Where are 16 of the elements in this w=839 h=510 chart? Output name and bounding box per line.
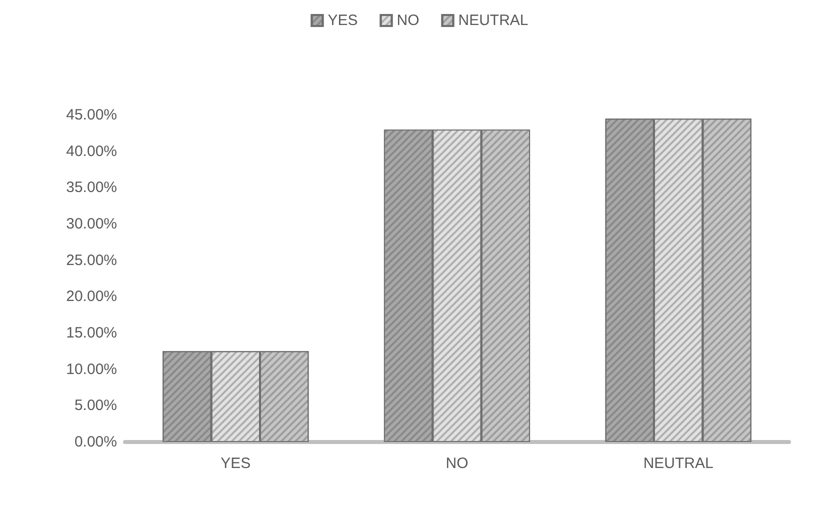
y-tick-label: 35.00% xyxy=(66,179,117,196)
x-tick-label: NEUTRAL xyxy=(643,455,714,472)
y-tick-label: 45.00% xyxy=(66,106,117,124)
y-tick-label: 15.00% xyxy=(66,324,117,342)
y-tick-label: 40.00% xyxy=(66,142,117,160)
legend-label: NO xyxy=(396,12,420,29)
y-tick-label: 5.00% xyxy=(74,397,117,414)
y-tick-label: 20.00% xyxy=(66,288,117,306)
y-tick-label: 25.00% xyxy=(66,252,117,269)
legend-label: YES xyxy=(328,12,358,29)
x-tick-label: YES xyxy=(220,455,251,472)
x-tick-label: NO xyxy=(446,455,468,472)
y-tick-label: 10.00% xyxy=(66,360,117,378)
y-tick-label: 0.00% xyxy=(74,434,117,450)
legend-label: NEUTRAL xyxy=(458,12,528,29)
y-tick-label: 30.00% xyxy=(66,216,117,232)
